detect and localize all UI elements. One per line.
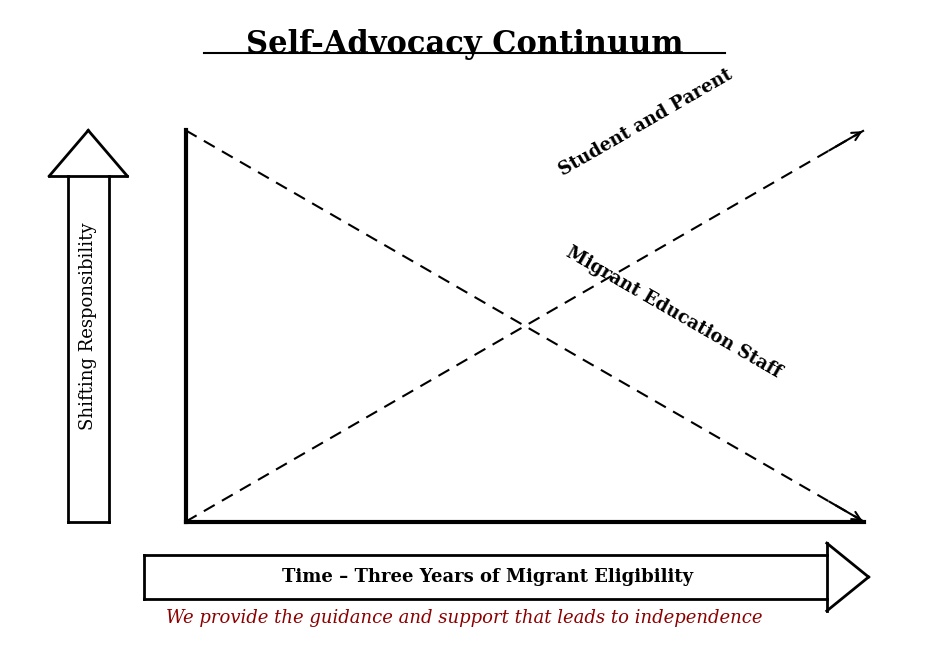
Text: Self-Advocacy Continuum: Self-Advocacy Continuum bbox=[246, 29, 682, 61]
Text: Shifting Responsibility: Shifting Responsibility bbox=[79, 222, 97, 430]
Text: Migrant Education Staff: Migrant Education Staff bbox=[562, 243, 783, 381]
Text: Student and Parent: Student and Parent bbox=[555, 65, 735, 179]
Text: Time – Three Years of Migrant Eligibility: Time – Three Years of Migrant Eligibilit… bbox=[282, 568, 692, 586]
Text: We provide the guidance and support that leads to independence: We provide the guidance and support that… bbox=[166, 609, 762, 627]
